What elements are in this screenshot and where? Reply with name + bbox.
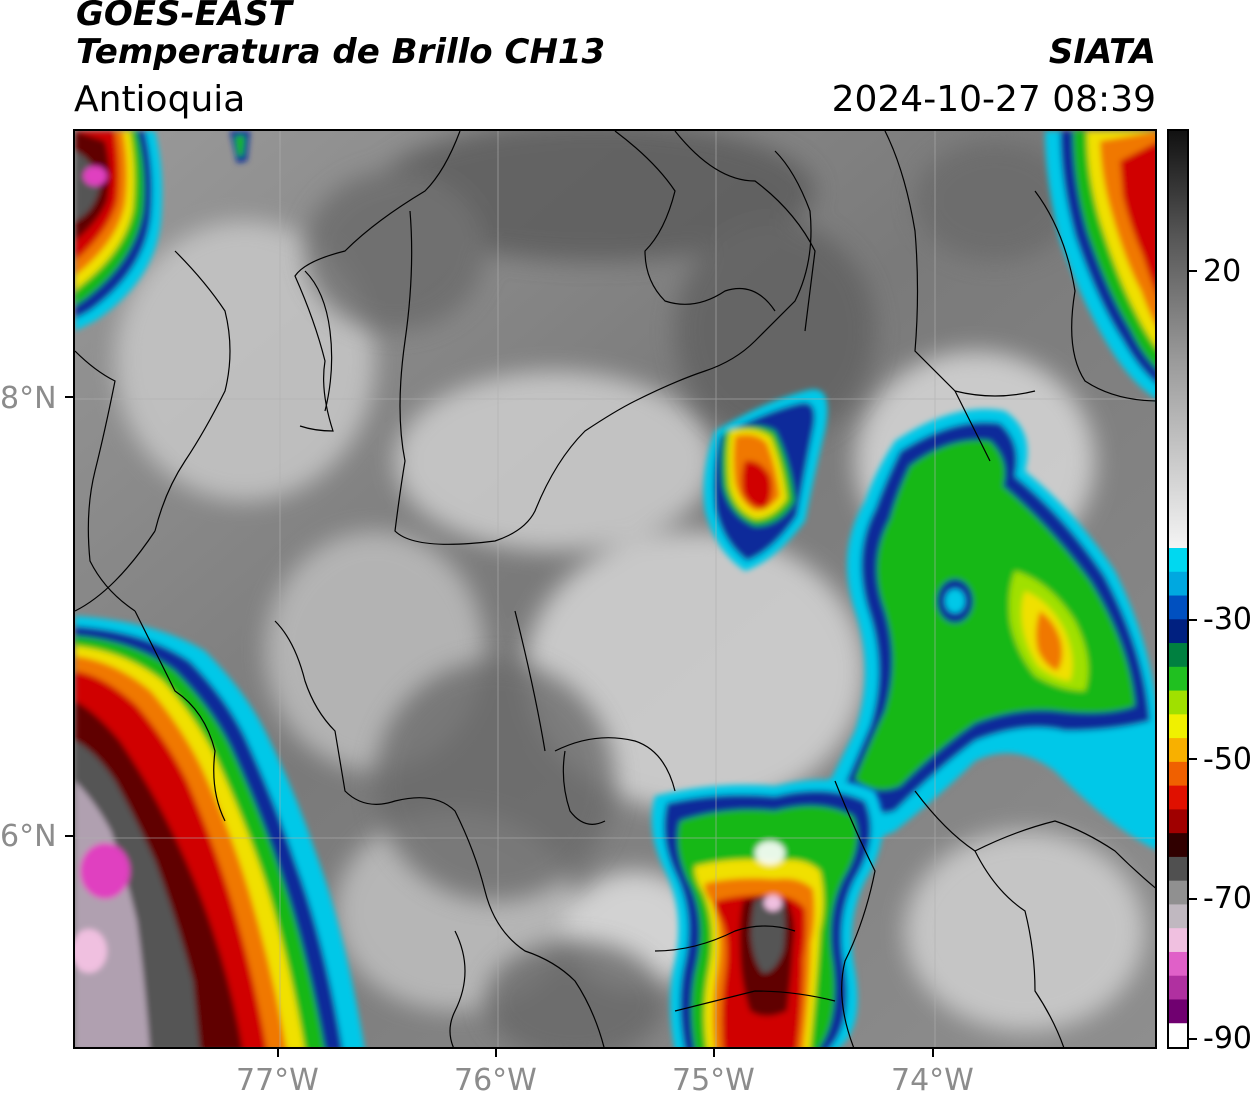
colorbar-tick-minus30	[1189, 619, 1197, 621]
colorbar-step	[1169, 595, 1187, 620]
lon-label-77w: 77°W	[236, 1063, 319, 1098]
colorbar-step	[1169, 643, 1187, 668]
temperature-colorbar	[1167, 129, 1189, 1049]
region-subtitle: Antioquia	[74, 79, 246, 120]
colorbar-step	[1169, 548, 1187, 573]
colorbar-step	[1169, 785, 1187, 810]
colorbar-step	[1169, 928, 1187, 953]
colorbar-label-20: 20	[1203, 254, 1242, 289]
colorbar-gray-segment	[1169, 131, 1187, 548]
colorbar-step	[1169, 738, 1187, 763]
satellite-map	[73, 129, 1157, 1049]
product-title: Temperatura de Brillo CH13	[76, 32, 606, 72]
colorbar-label-minus30: -30	[1203, 602, 1252, 637]
lon-label-74w: 74°W	[891, 1063, 974, 1098]
colorbar-tick-minus90	[1189, 1038, 1197, 1040]
colorbar-step	[1169, 833, 1187, 858]
lon-tick-76w	[495, 1049, 497, 1057]
colorbar-tick-minus50	[1189, 758, 1197, 760]
datetime-label: 2024-10-27 08:39	[831, 79, 1156, 120]
colorbar-step	[1169, 809, 1187, 834]
colorbar-step	[1169, 666, 1187, 692]
colorbar-label-minus50: -50	[1203, 742, 1252, 777]
lat-tick-8n	[65, 396, 73, 398]
colorbar-tick-minus70	[1189, 898, 1197, 900]
lat-label-6n: 6°N	[0, 819, 57, 854]
lon-tick-77w	[277, 1049, 279, 1057]
colorbar-tick-20	[1189, 270, 1197, 272]
colorbar-step	[1169, 714, 1187, 739]
colorbar-step	[1169, 856, 1187, 882]
colorbar-step	[1169, 880, 1187, 906]
colorbar-scale	[1169, 131, 1187, 1048]
colorbar-step	[1169, 999, 1187, 1024]
lat-label-8n: 8°N	[0, 381, 57, 416]
colorbar-step	[1169, 1023, 1187, 1048]
political-boundaries	[75, 131, 1155, 1047]
colorbar-step	[1169, 951, 1187, 977]
colorbar-step	[1169, 619, 1187, 644]
agency-label: SIATA	[1048, 32, 1156, 72]
colorbar-step	[1169, 690, 1187, 715]
colorbar-step	[1169, 571, 1187, 597]
colorbar-step	[1169, 904, 1187, 929]
colorbar-step	[1169, 761, 1187, 787]
lon-label-76w: 76°W	[454, 1063, 537, 1098]
satellite-title: GOES-EAST	[76, 0, 292, 34]
lon-tick-74w	[932, 1049, 934, 1057]
brightness-temperature-image	[75, 131, 1155, 1047]
colorbar-step	[1169, 975, 1187, 1001]
lat-tick-6n	[65, 835, 73, 837]
colorbar-label-minus70: -70	[1203, 881, 1252, 916]
colorbar-label-minus90: -90	[1203, 1021, 1252, 1056]
lon-label-75w: 75°W	[672, 1063, 755, 1098]
lon-tick-75w	[713, 1049, 715, 1057]
